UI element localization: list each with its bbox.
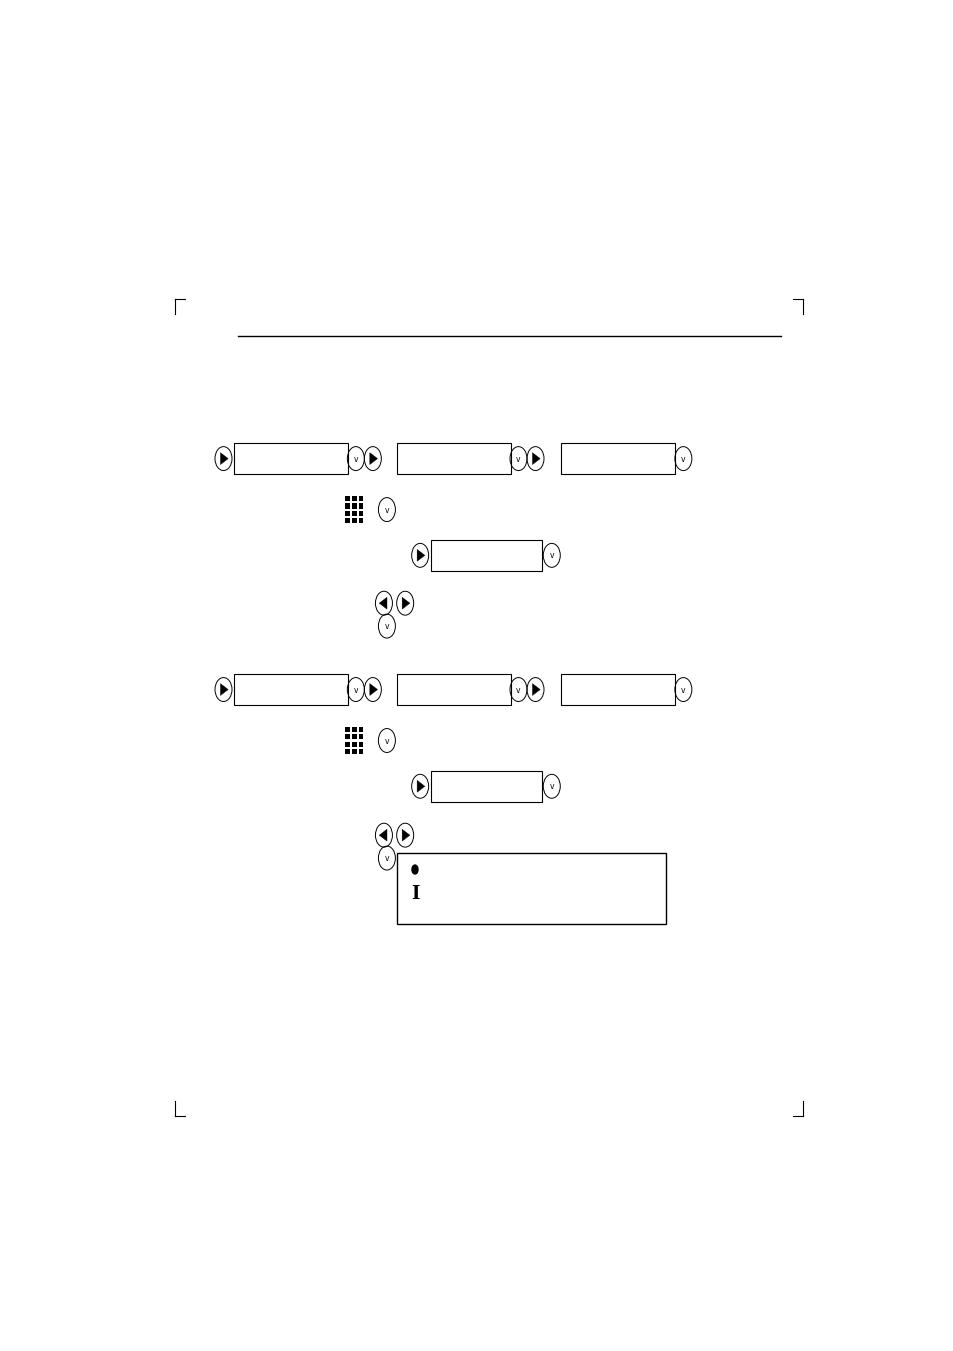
Text: v: v	[516, 455, 520, 463]
Bar	[358, 511, 363, 516]
Bar	[345, 496, 350, 501]
Text: v: v	[549, 551, 554, 561]
Polygon shape	[370, 453, 377, 465]
Text: v: v	[680, 686, 685, 694]
Polygon shape	[416, 550, 424, 561]
Bar	[233, 674, 348, 705]
Bar	[358, 734, 363, 739]
Bar	[345, 511, 350, 516]
Polygon shape	[416, 781, 424, 792]
Text: v: v	[680, 455, 685, 463]
Bar	[358, 517, 363, 523]
Polygon shape	[532, 453, 539, 465]
Bar	[396, 443, 511, 474]
Polygon shape	[220, 684, 228, 696]
Polygon shape	[532, 684, 539, 696]
Bar	[352, 504, 356, 508]
Polygon shape	[370, 684, 377, 696]
Text: v: v	[549, 782, 554, 792]
Text: v: v	[384, 854, 389, 863]
Bar	[345, 734, 350, 739]
Text: v: v	[354, 686, 357, 694]
Bar	[352, 517, 356, 523]
Bar	[396, 852, 665, 924]
Bar	[358, 504, 363, 508]
Polygon shape	[379, 597, 387, 609]
Polygon shape	[220, 453, 228, 465]
Text: v: v	[516, 686, 520, 694]
Bar	[396, 674, 511, 705]
Text: v: v	[354, 455, 357, 463]
Bar	[352, 727, 356, 732]
Bar	[431, 770, 541, 802]
Bar	[345, 748, 350, 754]
Bar	[352, 742, 356, 747]
Bar	[352, 496, 356, 501]
Polygon shape	[402, 830, 410, 842]
Bar	[233, 443, 348, 474]
Bar	[345, 727, 350, 732]
Bar	[345, 504, 350, 508]
Polygon shape	[379, 830, 387, 842]
Polygon shape	[402, 597, 410, 609]
Bar	[358, 727, 363, 732]
Bar	[560, 443, 675, 474]
Bar	[352, 734, 356, 739]
Text: I: I	[411, 885, 418, 902]
Bar	[358, 742, 363, 747]
Circle shape	[411, 865, 418, 874]
Bar	[345, 742, 350, 747]
Bar	[358, 496, 363, 501]
Bar	[352, 511, 356, 516]
Text: v: v	[384, 736, 389, 746]
Bar	[560, 674, 675, 705]
Bar	[431, 540, 541, 571]
Text: v: v	[384, 623, 389, 631]
Text: v: v	[384, 505, 389, 515]
Bar	[358, 748, 363, 754]
Bar	[345, 517, 350, 523]
Bar	[352, 748, 356, 754]
